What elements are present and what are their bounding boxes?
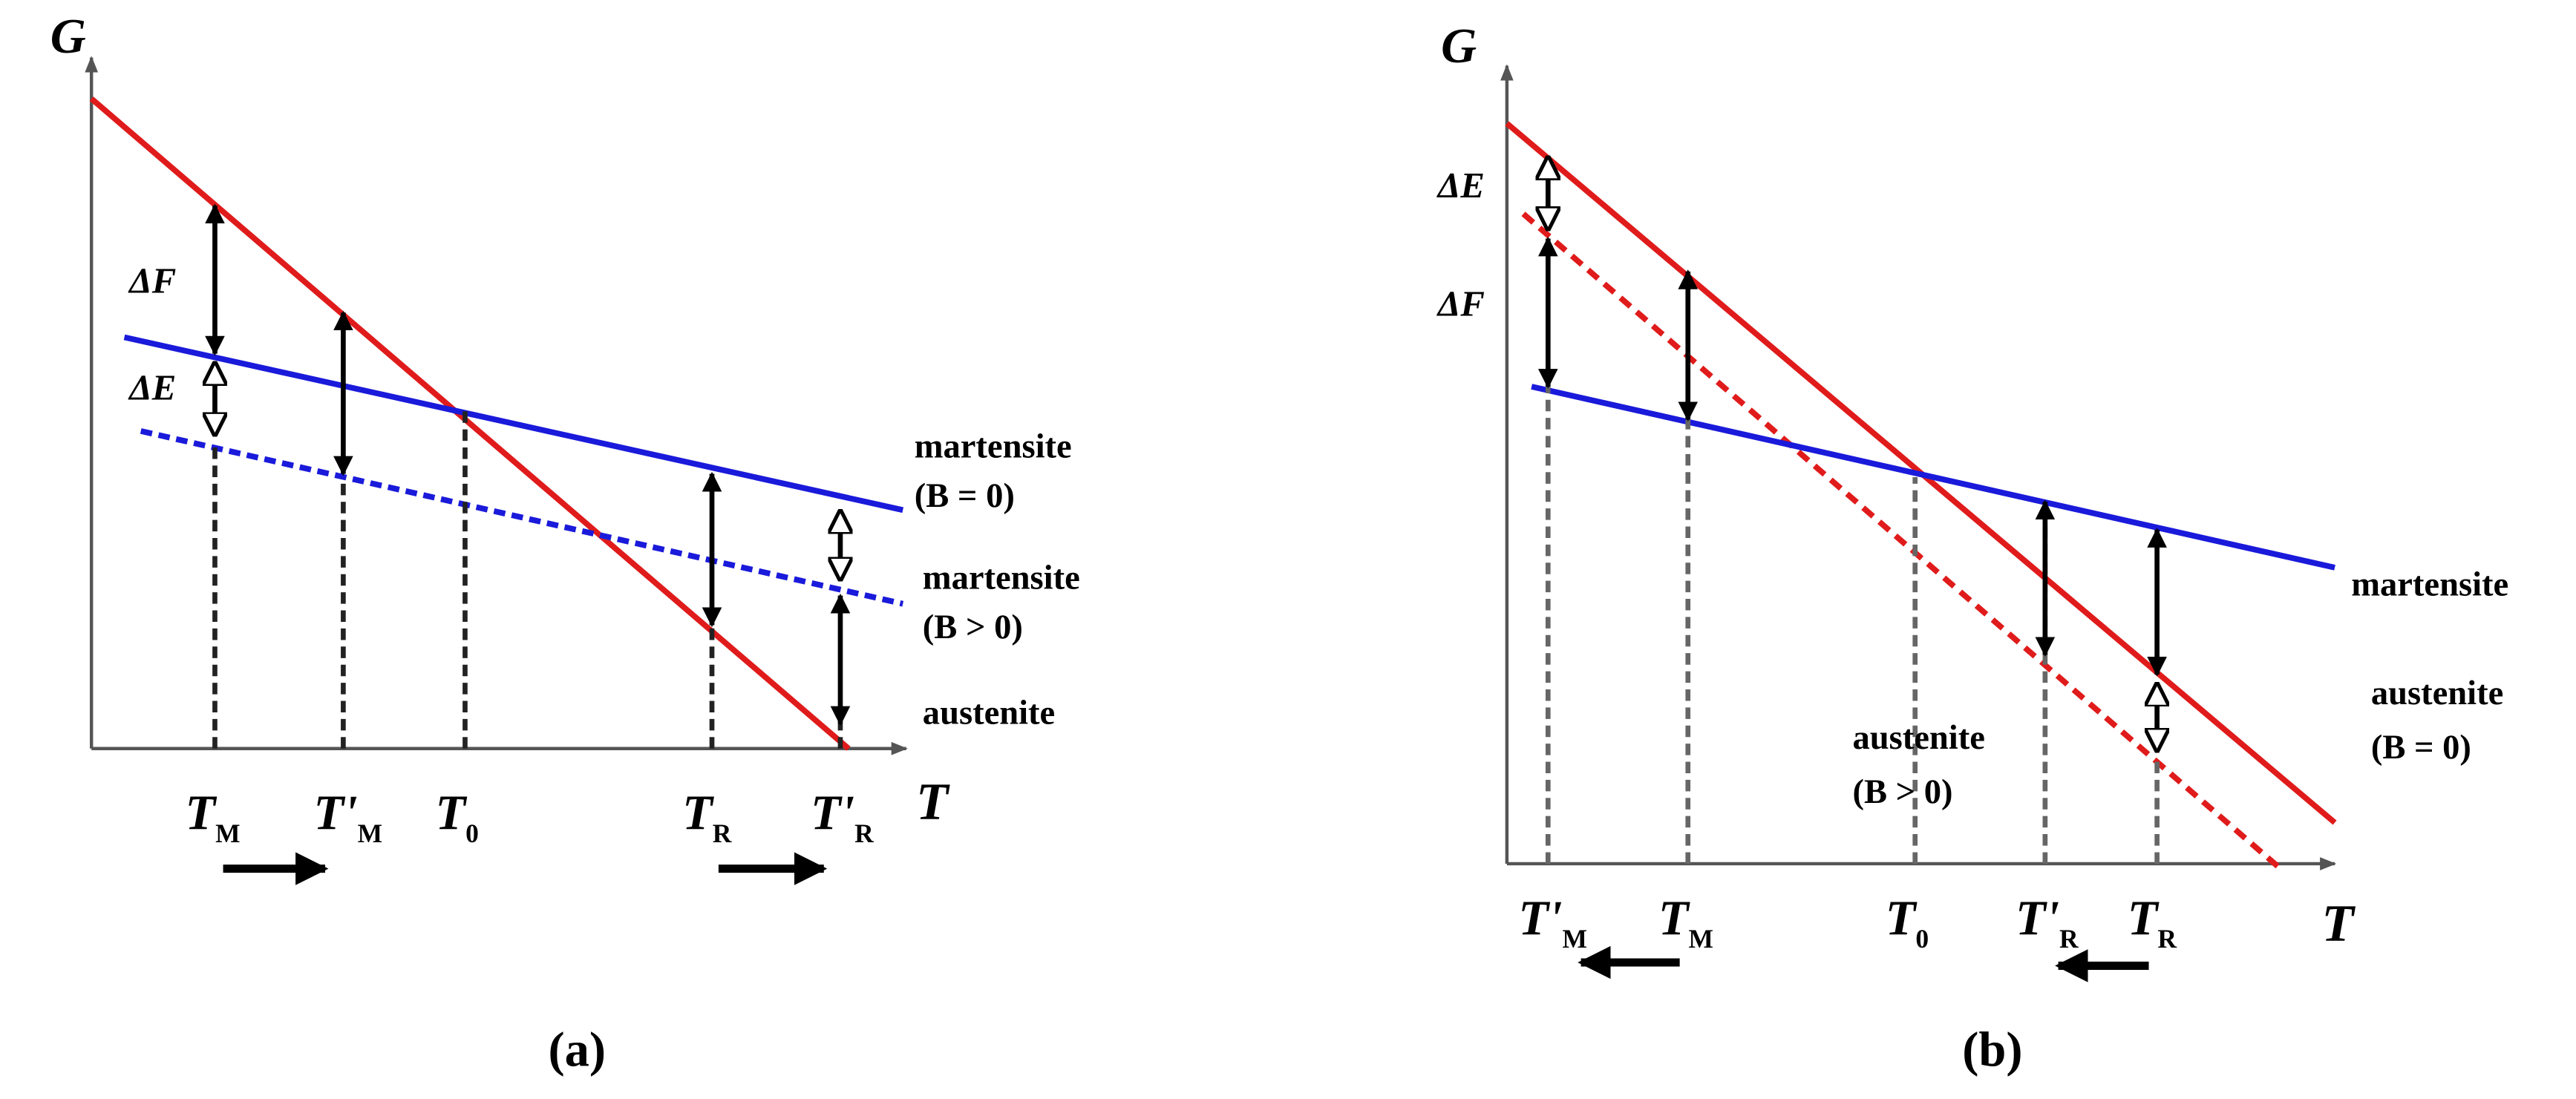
temperature-label: TR (2128, 891, 2177, 954)
temperature-subscript: R (713, 818, 732, 848)
temperature-subscript: 0 (465, 818, 479, 848)
curve-condition: (B > 0) (923, 608, 1023, 646)
curve-name: austenite (2371, 675, 2503, 712)
delta-f-label: ΔF (128, 261, 176, 301)
energy-line (89, 96, 851, 751)
temperature-subscript: 0 (1915, 924, 1929, 954)
x-axis-label: T (2321, 895, 2356, 953)
temperature-symbol: T (1658, 891, 1690, 945)
curve-name: martensite (2351, 566, 2508, 604)
curve-name: martensite (915, 427, 1072, 465)
temperature-symbol: T (682, 786, 714, 840)
temperature-subscript: R (2059, 924, 2079, 954)
temperature-symbol: T (1886, 891, 1918, 945)
temperature-symbol: T' (1518, 891, 1562, 945)
curve-condition: (B = 0) (915, 477, 1015, 515)
temperature-label: T'R (2016, 891, 2079, 954)
curve-condition: (B > 0) (1852, 773, 1952, 811)
temperature-symbol: T' (2016, 891, 2059, 945)
curve-name: austenite (1852, 719, 1984, 757)
temperature-subscript: M (215, 818, 240, 848)
delta-e-label: ΔE (1436, 165, 1485, 206)
temperature-subscript: M (1562, 924, 1586, 954)
x-axis-label: T (916, 773, 950, 831)
energy-line (1521, 211, 2283, 871)
delta-f-label: ΔF (1436, 284, 1485, 324)
temperature-subscript: M (358, 818, 382, 848)
temperature-label: T'M (1518, 891, 1587, 954)
y-axis-label: G (1441, 19, 1477, 73)
temperature-subscript: R (854, 818, 874, 848)
temperature-symbol: T (436, 786, 468, 840)
temperature-symbol: T' (811, 786, 854, 840)
temperature-label: T0 (436, 786, 479, 848)
temperature-subscript: R (2157, 924, 2177, 954)
temperature-label: TM (1658, 891, 1713, 954)
temperature-symbol: T (2128, 891, 2160, 945)
temperature-symbol: T' (313, 786, 357, 840)
curve-name: austenite (923, 695, 1055, 732)
energy-line (123, 334, 904, 514)
y-axis-label: G (50, 10, 86, 64)
energy-line (1531, 384, 2335, 571)
temperature-subscript: M (1688, 924, 1713, 954)
delta-e-label: ΔE (128, 368, 176, 408)
curve-condition: (B = 0) (2371, 729, 2471, 767)
temperature-label: TR (682, 786, 732, 848)
panel-label: (a) (548, 1023, 606, 1077)
temperature-label: TM (186, 786, 241, 848)
energy-line (140, 428, 904, 607)
temperature-symbol: T (186, 786, 218, 840)
panel-label: (b) (1962, 1023, 2022, 1077)
temperature-label: T'R (811, 786, 874, 848)
temperature-label: T0 (1886, 891, 1929, 954)
curve-name: martensite (923, 560, 1080, 597)
temperature-label: T'M (313, 786, 382, 848)
